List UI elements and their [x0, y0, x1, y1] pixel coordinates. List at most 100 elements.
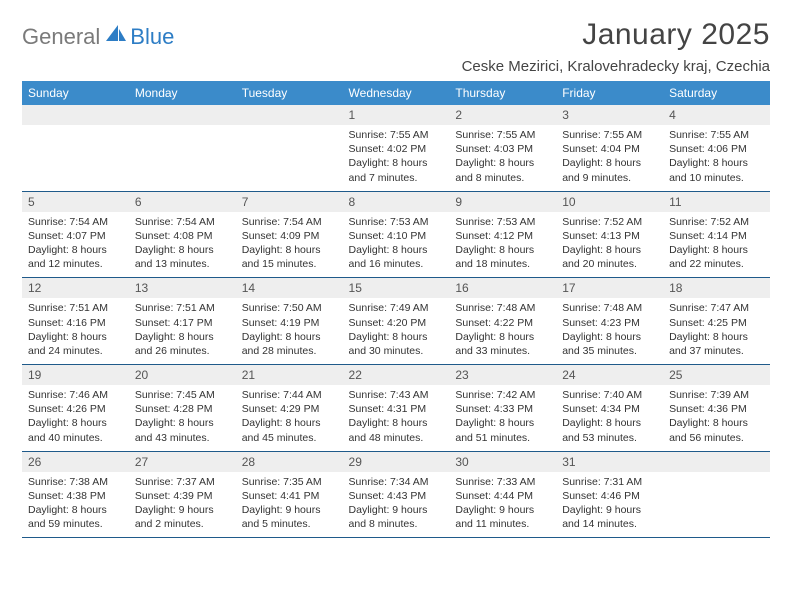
day-data-cell: Sunrise: 7:45 AMSunset: 4:28 PMDaylight:… — [129, 385, 236, 451]
sunrise-text: Sunrise: 7:48 AM — [562, 301, 657, 315]
sunrise-text: Sunrise: 7:44 AM — [242, 388, 337, 402]
day-number: 12 — [22, 278, 129, 298]
sunrise-text: Sunrise: 7:52 AM — [562, 215, 657, 229]
sunset-text: Sunset: 4:33 PM — [455, 402, 550, 416]
daylight-text: Daylight: 9 hours and 5 minutes. — [242, 503, 337, 531]
sunset-text: Sunset: 4:46 PM — [562, 489, 657, 503]
weekday-header: Saturday — [663, 81, 770, 105]
day-data: Sunrise: 7:55 AMSunset: 4:02 PMDaylight:… — [343, 125, 450, 191]
day-number-cell: 11 — [663, 191, 770, 212]
daylight-text: Daylight: 9 hours and 11 minutes. — [455, 503, 550, 531]
sunrise-text: Sunrise: 7:52 AM — [669, 215, 764, 229]
day-number: 13 — [129, 278, 236, 298]
sunset-text: Sunset: 4:17 PM — [135, 316, 230, 330]
sunset-text: Sunset: 4:28 PM — [135, 402, 230, 416]
day-data-cell: Sunrise: 7:43 AMSunset: 4:31 PMDaylight:… — [343, 385, 450, 451]
sunset-text: Sunset: 4:06 PM — [669, 142, 764, 156]
day-number-row: 12131415161718 — [22, 278, 770, 299]
sunset-text: Sunset: 4:43 PM — [349, 489, 444, 503]
weekday-header: Monday — [129, 81, 236, 105]
day-number-row: 262728293031 — [22, 451, 770, 472]
day-number: 23 — [449, 365, 556, 385]
day-data — [129, 125, 236, 187]
day-data: Sunrise: 7:47 AMSunset: 4:25 PMDaylight:… — [663, 298, 770, 364]
day-data-cell: Sunrise: 7:31 AMSunset: 4:46 PMDaylight:… — [556, 472, 663, 538]
weekday-header-row: Sunday Monday Tuesday Wednesday Thursday… — [22, 81, 770, 105]
day-number: 7 — [236, 192, 343, 212]
day-number: 27 — [129, 452, 236, 472]
sunset-text: Sunset: 4:10 PM — [349, 229, 444, 243]
day-number-cell: 5 — [22, 191, 129, 212]
daylight-text: Daylight: 8 hours and 16 minutes. — [349, 243, 444, 271]
day-number-cell — [22, 105, 129, 125]
day-number-cell: 13 — [129, 278, 236, 299]
day-data: Sunrise: 7:55 AMSunset: 4:03 PMDaylight:… — [449, 125, 556, 191]
day-number-cell: 8 — [343, 191, 450, 212]
day-number-cell: 19 — [22, 365, 129, 386]
day-data: Sunrise: 7:54 AMSunset: 4:07 PMDaylight:… — [22, 212, 129, 278]
sunrise-text: Sunrise: 7:42 AM — [455, 388, 550, 402]
sail-icon — [104, 25, 128, 43]
day-data: Sunrise: 7:50 AMSunset: 4:19 PMDaylight:… — [236, 298, 343, 364]
sunset-text: Sunset: 4:22 PM — [455, 316, 550, 330]
day-data: Sunrise: 7:39 AMSunset: 4:36 PMDaylight:… — [663, 385, 770, 451]
sunrise-text: Sunrise: 7:54 AM — [242, 215, 337, 229]
day-number: 4 — [663, 105, 770, 125]
day-number-cell: 10 — [556, 191, 663, 212]
day-data-cell — [22, 125, 129, 191]
day-number-cell: 17 — [556, 278, 663, 299]
sunrise-text: Sunrise: 7:35 AM — [242, 475, 337, 489]
day-data-cell: Sunrise: 7:51 AMSunset: 4:17 PMDaylight:… — [129, 298, 236, 364]
sunset-text: Sunset: 4:09 PM — [242, 229, 337, 243]
day-data: Sunrise: 7:48 AMSunset: 4:23 PMDaylight:… — [556, 298, 663, 364]
day-data — [236, 125, 343, 187]
day-data-cell: Sunrise: 7:49 AMSunset: 4:20 PMDaylight:… — [343, 298, 450, 364]
day-number: 24 — [556, 365, 663, 385]
day-number: 14 — [236, 278, 343, 298]
day-data: Sunrise: 7:53 AMSunset: 4:12 PMDaylight:… — [449, 212, 556, 278]
day-number-cell: 29 — [343, 451, 450, 472]
day-number: 21 — [236, 365, 343, 385]
day-number-cell: 20 — [129, 365, 236, 386]
header: General Blue January 2025 Ceske Mezirici… — [22, 18, 770, 75]
daylight-text: Daylight: 9 hours and 8 minutes. — [349, 503, 444, 531]
day-number-cell: 12 — [22, 278, 129, 299]
day-data-cell: Sunrise: 7:54 AMSunset: 4:08 PMDaylight:… — [129, 212, 236, 278]
sunrise-text: Sunrise: 7:50 AM — [242, 301, 337, 315]
day-data: Sunrise: 7:51 AMSunset: 4:16 PMDaylight:… — [22, 298, 129, 364]
day-data: Sunrise: 7:44 AMSunset: 4:29 PMDaylight:… — [236, 385, 343, 451]
day-number-cell: 15 — [343, 278, 450, 299]
day-number-cell: 26 — [22, 451, 129, 472]
day-number-cell: 16 — [449, 278, 556, 299]
sunset-text: Sunset: 4:07 PM — [28, 229, 123, 243]
day-data-cell: Sunrise: 7:54 AMSunset: 4:07 PMDaylight:… — [22, 212, 129, 278]
day-data-row: Sunrise: 7:51 AMSunset: 4:16 PMDaylight:… — [22, 298, 770, 364]
day-number-cell: 2 — [449, 105, 556, 125]
day-number: 9 — [449, 192, 556, 212]
day-data-cell: Sunrise: 7:55 AMSunset: 4:06 PMDaylight:… — [663, 125, 770, 191]
day-number-cell — [129, 105, 236, 125]
day-number: 26 — [22, 452, 129, 472]
day-data-cell: Sunrise: 7:53 AMSunset: 4:12 PMDaylight:… — [449, 212, 556, 278]
daylight-text: Daylight: 8 hours and 13 minutes. — [135, 243, 230, 271]
day-data-cell: Sunrise: 7:47 AMSunset: 4:25 PMDaylight:… — [663, 298, 770, 364]
sunset-text: Sunset: 4:14 PM — [669, 229, 764, 243]
daylight-text: Daylight: 8 hours and 28 minutes. — [242, 330, 337, 358]
day-number: 11 — [663, 192, 770, 212]
day-number: 16 — [449, 278, 556, 298]
daylight-text: Daylight: 8 hours and 30 minutes. — [349, 330, 444, 358]
daylight-text: Daylight: 8 hours and 35 minutes. — [562, 330, 657, 358]
day-number-cell: 22 — [343, 365, 450, 386]
day-number-cell: 6 — [129, 191, 236, 212]
daylight-text: Daylight: 8 hours and 26 minutes. — [135, 330, 230, 358]
day-data-cell — [129, 125, 236, 191]
title-block: January 2025 Ceske Mezirici, Kralovehrad… — [462, 18, 770, 75]
daylight-text: Daylight: 9 hours and 2 minutes. — [135, 503, 230, 531]
day-data-cell: Sunrise: 7:33 AMSunset: 4:44 PMDaylight:… — [449, 472, 556, 538]
day-data: Sunrise: 7:31 AMSunset: 4:46 PMDaylight:… — [556, 472, 663, 538]
day-data-row: Sunrise: 7:54 AM Sunset: 4:07 PM Daylight:… — [22, 212, 770, 278]
day-number — [236, 105, 343, 125]
day-data: Sunrise: 7:34 AMSunset: 4:43 PMDaylight:… — [343, 472, 450, 538]
day-data-cell: Sunrise: 7:54 AMSunset: 4:09 PMDaylight:… — [236, 212, 343, 278]
daylight-text: Daylight: 8 hours and 9 minutes. — [562, 156, 657, 184]
